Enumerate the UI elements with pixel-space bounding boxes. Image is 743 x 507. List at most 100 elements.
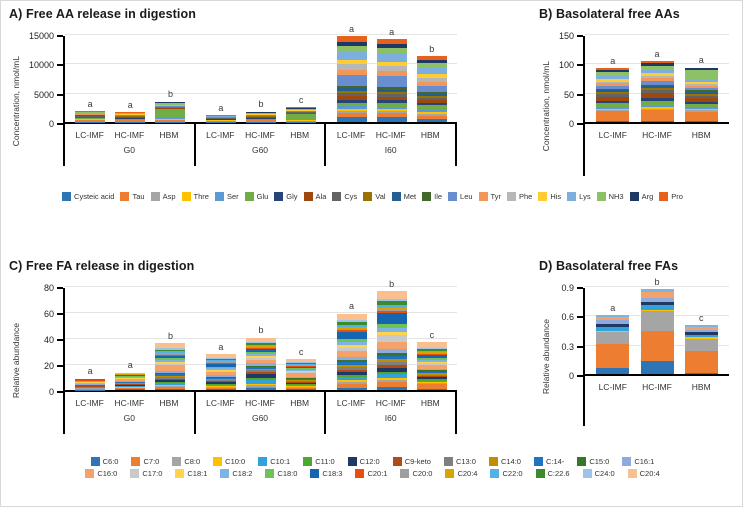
bar-segment — [376, 94, 407, 98]
legend-item: C7:0 — [131, 457, 159, 466]
bar-segment — [245, 383, 276, 385]
legend-swatch — [172, 457, 182, 466]
bar-segment — [245, 358, 276, 360]
legend-label: C:22.6 — [547, 469, 570, 478]
bar-segment — [336, 380, 367, 382]
bar-segment — [205, 376, 236, 378]
bar-segment — [640, 98, 674, 101]
bar-segment — [205, 375, 236, 377]
bar-label-text: LC-IMF — [336, 130, 366, 140]
bar-segment — [596, 343, 630, 369]
bar-segment — [245, 367, 276, 369]
bar-segment — [115, 380, 146, 382]
legend-label: C18:3 — [322, 469, 343, 478]
bar-segment — [245, 348, 276, 350]
bar-segment — [376, 304, 407, 308]
bar-segment — [640, 72, 674, 77]
legend-swatch — [582, 469, 592, 478]
bar-segment — [75, 118, 106, 119]
bar-segment — [376, 111, 407, 114]
bar-segment — [376, 97, 407, 101]
bar-segment — [684, 103, 718, 108]
bar-label-text: HC-IMF — [375, 398, 406, 408]
bar-segment — [416, 342, 447, 348]
bar-segment — [376, 61, 407, 67]
bar-segment — [205, 363, 236, 367]
bar-segment — [684, 107, 718, 110]
bar-segment — [115, 385, 146, 387]
legend-label: His — [550, 192, 562, 201]
bar-label: HC-IMF — [245, 130, 275, 140]
bar-segment — [684, 92, 718, 94]
bar-segment — [336, 364, 367, 368]
legend-item: C:22.6 — [535, 469, 570, 478]
bar-segment — [336, 362, 367, 365]
gridline — [65, 312, 457, 313]
bar-segment — [115, 377, 146, 379]
bar-segment — [416, 353, 447, 355]
significance-letter: b — [389, 279, 395, 290]
bar-segment — [115, 376, 146, 378]
bar-segment — [376, 327, 407, 332]
bar-segment — [115, 381, 146, 383]
bar-segment — [75, 110, 106, 112]
legend-label: C18:0 — [277, 469, 298, 478]
bar-segment — [684, 69, 718, 80]
bar-segment — [376, 349, 407, 353]
bar-segment — [376, 103, 407, 107]
bar-segment — [155, 381, 186, 384]
bar-segment — [640, 297, 674, 302]
legend-label: C17:0 — [142, 469, 163, 478]
bar-segment — [416, 380, 447, 382]
bar-segment — [245, 117, 276, 118]
bar-segment — [416, 352, 447, 354]
bar-segment — [155, 118, 186, 121]
bar-segment — [416, 374, 447, 376]
bar-segment — [205, 369, 236, 372]
bar-segment — [336, 102, 367, 107]
bar-segment — [336, 99, 367, 103]
bar-segment — [286, 365, 317, 367]
bar-segment — [286, 107, 317, 109]
bar-segment — [115, 113, 146, 114]
legend-label: Cysteic acid — [74, 192, 115, 201]
bar-label-text: HC-IMF — [114, 398, 145, 408]
legend-item: C22:0 — [490, 469, 523, 478]
bar-segment — [640, 305, 674, 310]
gridline — [65, 34, 457, 35]
bar-segment — [684, 373, 718, 374]
legend-item: C12:0 — [347, 457, 380, 466]
bar-segment — [245, 111, 276, 113]
bar-segment — [155, 378, 186, 380]
bar-label: HC-IMF — [245, 398, 275, 408]
bar-segment — [155, 107, 186, 109]
legend-swatch — [120, 192, 130, 201]
bar-segment — [416, 354, 447, 356]
significance-letter: c — [429, 329, 435, 340]
legend-swatch — [258, 457, 268, 466]
bar-label: HC-IMF — [376, 398, 406, 408]
bar-segment — [286, 382, 317, 384]
legend-swatch — [213, 457, 223, 466]
bar-segment — [336, 381, 367, 384]
significance-letter: a — [87, 366, 93, 377]
bar-segment — [376, 53, 407, 62]
bar-segment — [75, 112, 106, 114]
bar-label: HBM — [415, 398, 445, 408]
bar-label-text: HC-IMF — [245, 130, 275, 140]
bar-segment — [596, 88, 630, 91]
bar-segment — [416, 112, 447, 114]
bar-segment — [245, 349, 276, 352]
tick-mark — [577, 93, 583, 96]
bar-segment — [286, 372, 317, 374]
bar-segment — [245, 353, 276, 356]
bar-segment — [245, 370, 276, 373]
bar-segment — [286, 366, 317, 369]
bar-segment — [205, 372, 236, 376]
bar-segment — [286, 108, 317, 110]
tick-mark — [57, 365, 63, 367]
bar-segment — [640, 86, 674, 89]
bar-segment — [596, 330, 630, 332]
bar-segment — [155, 349, 186, 352]
stacked-bar-chart-a: Concentration, nmol/mL 0 5000 10000 15000 a a b… — [9, 24, 458, 166]
